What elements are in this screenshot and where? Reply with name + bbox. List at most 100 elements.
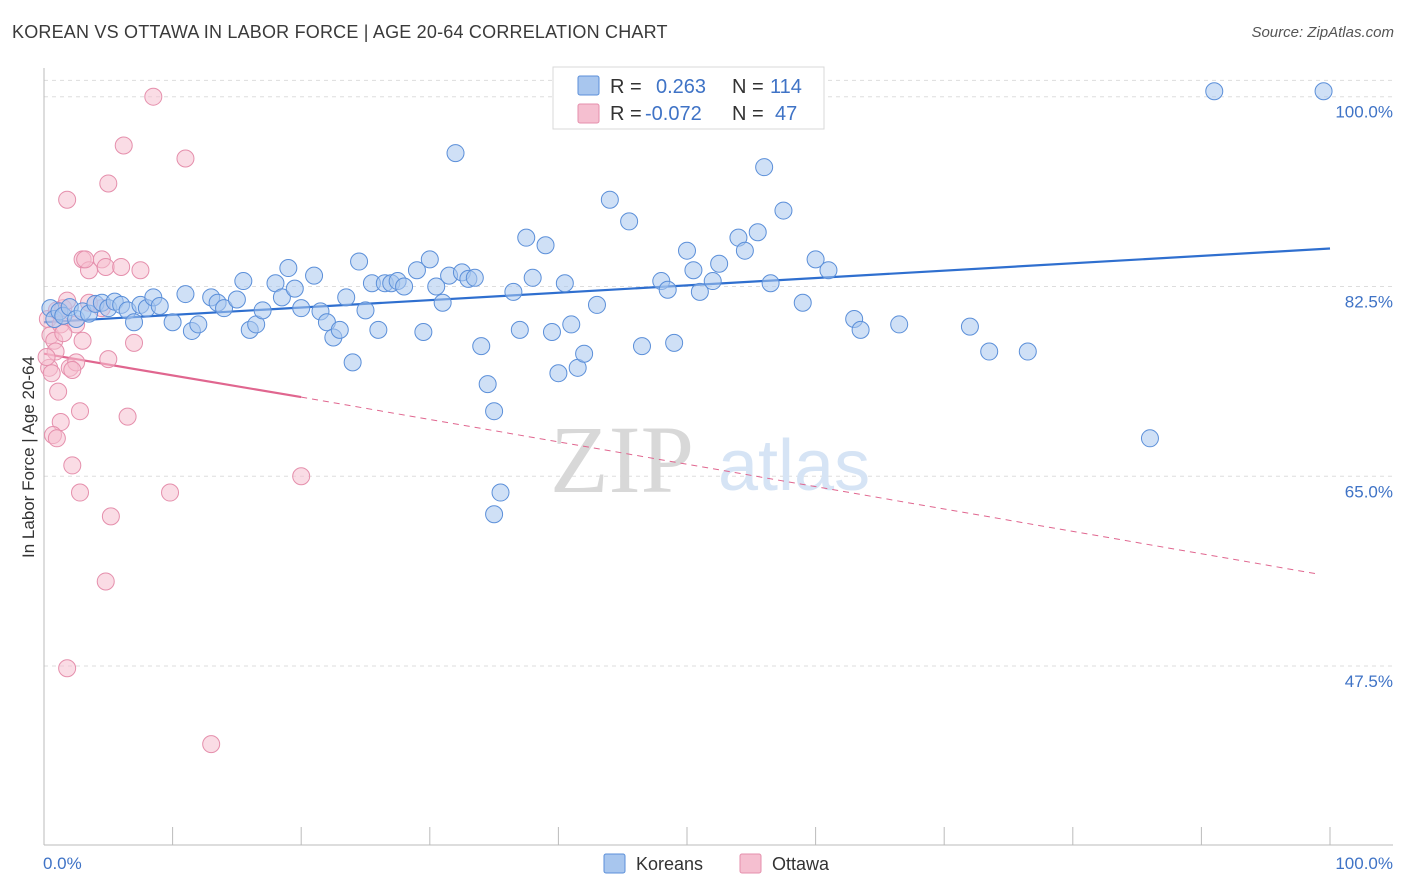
- korean-point: [748, 223, 767, 242]
- legend-r-label-koreans: R =: [610, 76, 642, 98]
- x-tick-label-max: 100.0%: [1335, 854, 1393, 873]
- korean-point: [337, 288, 356, 307]
- korean-point: [703, 272, 722, 291]
- bottom-legend-label-ottawa: Ottawa: [772, 854, 830, 874]
- legend-box: R = 0.263 N = 114 R = -0.072 N = 47: [552, 66, 825, 130]
- ottawa-point: [58, 659, 77, 678]
- korean-point: [960, 317, 979, 336]
- korean-point: [253, 301, 272, 320]
- korean-point: [1314, 82, 1333, 101]
- korean-point: [542, 323, 561, 342]
- legend-swatch-ottawa: [577, 103, 600, 124]
- y-tick-label: 65.0%: [1345, 482, 1393, 501]
- ottawa-trend-line: [43, 352, 302, 399]
- legend-n-label-koreans: N =: [732, 76, 764, 98]
- korean-point: [356, 301, 375, 320]
- korean-point: [465, 268, 484, 287]
- korean-point: [272, 288, 291, 307]
- bottom-legend-swatch-koreans: [603, 853, 626, 874]
- korean-point: [472, 337, 491, 356]
- ottawa-point: [99, 350, 118, 369]
- korean-point: [575, 344, 594, 363]
- korean-point: [414, 323, 433, 342]
- korean-point: [549, 364, 568, 383]
- korean-point: [600, 190, 619, 209]
- ottawa-point: [292, 467, 311, 486]
- korean-point: [234, 272, 253, 291]
- ottawa-point: [118, 407, 137, 426]
- korean-point: [632, 337, 651, 356]
- korean-point: [851, 320, 870, 339]
- korean-point: [491, 483, 510, 502]
- korean-point: [510, 320, 529, 339]
- ottawa-point: [131, 261, 150, 280]
- korean-point: [227, 290, 246, 309]
- source-label: Source: ZipAtlas.com: [1251, 24, 1394, 41]
- korean-point: [690, 282, 709, 301]
- bottom-legend-label-koreans: Koreans: [636, 854, 703, 874]
- korean-point: [710, 254, 729, 273]
- ottawa-trend-line-dashed: [301, 396, 1318, 575]
- korean-point: [1140, 429, 1159, 448]
- legend-n-label-ottawa: N =: [732, 103, 764, 125]
- korean-point: [433, 293, 452, 312]
- y-tick-label: 82.5%: [1345, 292, 1393, 311]
- korean-point: [678, 241, 696, 260]
- watermark-atlas: atlas: [718, 426, 870, 506]
- ottawa-point: [76, 250, 95, 269]
- korean-point: [819, 261, 838, 280]
- legend-r-value-koreans: 0.263: [656, 76, 706, 98]
- korean-point: [793, 293, 812, 312]
- korean-point: [163, 313, 182, 332]
- korean-point: [369, 320, 388, 339]
- legend-r-label-ottawa: R =: [610, 103, 642, 125]
- korean-point: [761, 274, 780, 293]
- korean-point: [684, 261, 703, 280]
- legend-r-value-ottawa: -0.072: [645, 103, 702, 125]
- korean-point: [478, 375, 497, 394]
- ottawa-point: [47, 429, 66, 448]
- ottawa-point: [112, 257, 131, 276]
- korean-point: [980, 342, 999, 361]
- korean-point: [395, 277, 414, 296]
- ottawa-point: [49, 382, 68, 401]
- ottawa-point: [63, 360, 82, 379]
- korean-point: [735, 241, 754, 260]
- korean-point: [285, 279, 304, 298]
- korean-point: [485, 505, 504, 524]
- korean-point: [350, 252, 369, 271]
- korean-point: [485, 402, 504, 421]
- korean-point: [536, 236, 555, 255]
- korean-point: [562, 315, 581, 334]
- korean-point: [176, 285, 195, 304]
- ottawa-point: [71, 402, 90, 421]
- grid-lines: [44, 79, 1393, 667]
- korean-point: [420, 250, 439, 269]
- y-tick-label: 100.0%: [1335, 103, 1393, 122]
- korean-point: [427, 277, 446, 296]
- korean-point: [504, 282, 523, 301]
- korean-point: [523, 268, 542, 287]
- korean-point: [189, 315, 208, 334]
- ottawa-point: [161, 483, 180, 502]
- ottawa-point: [114, 136, 133, 155]
- korean-point: [305, 266, 324, 285]
- y-tick-labels: 47.5% 65.0% 82.5% 100.0%: [1335, 103, 1393, 691]
- korean-point: [755, 158, 774, 177]
- ottawa-point: [125, 333, 144, 352]
- ottawa-point: [42, 364, 61, 383]
- korean-point: [343, 353, 362, 372]
- ottawa-point: [37, 347, 56, 366]
- ottawa-point: [63, 456, 82, 475]
- korean-point: [1018, 342, 1037, 361]
- chart-title: KOREAN VS OTTAWA IN LABOR FORCE | AGE 20…: [12, 22, 668, 42]
- korean-point: [330, 320, 349, 339]
- korean-point: [150, 297, 169, 315]
- legend-swatch-koreans: [577, 75, 600, 96]
- y-tick-label: 47.5%: [1345, 672, 1393, 691]
- korean-point: [620, 212, 639, 231]
- ottawa-point: [73, 331, 92, 350]
- data-points: [37, 82, 1333, 754]
- korean-point: [215, 299, 234, 318]
- korean-point: [446, 144, 465, 163]
